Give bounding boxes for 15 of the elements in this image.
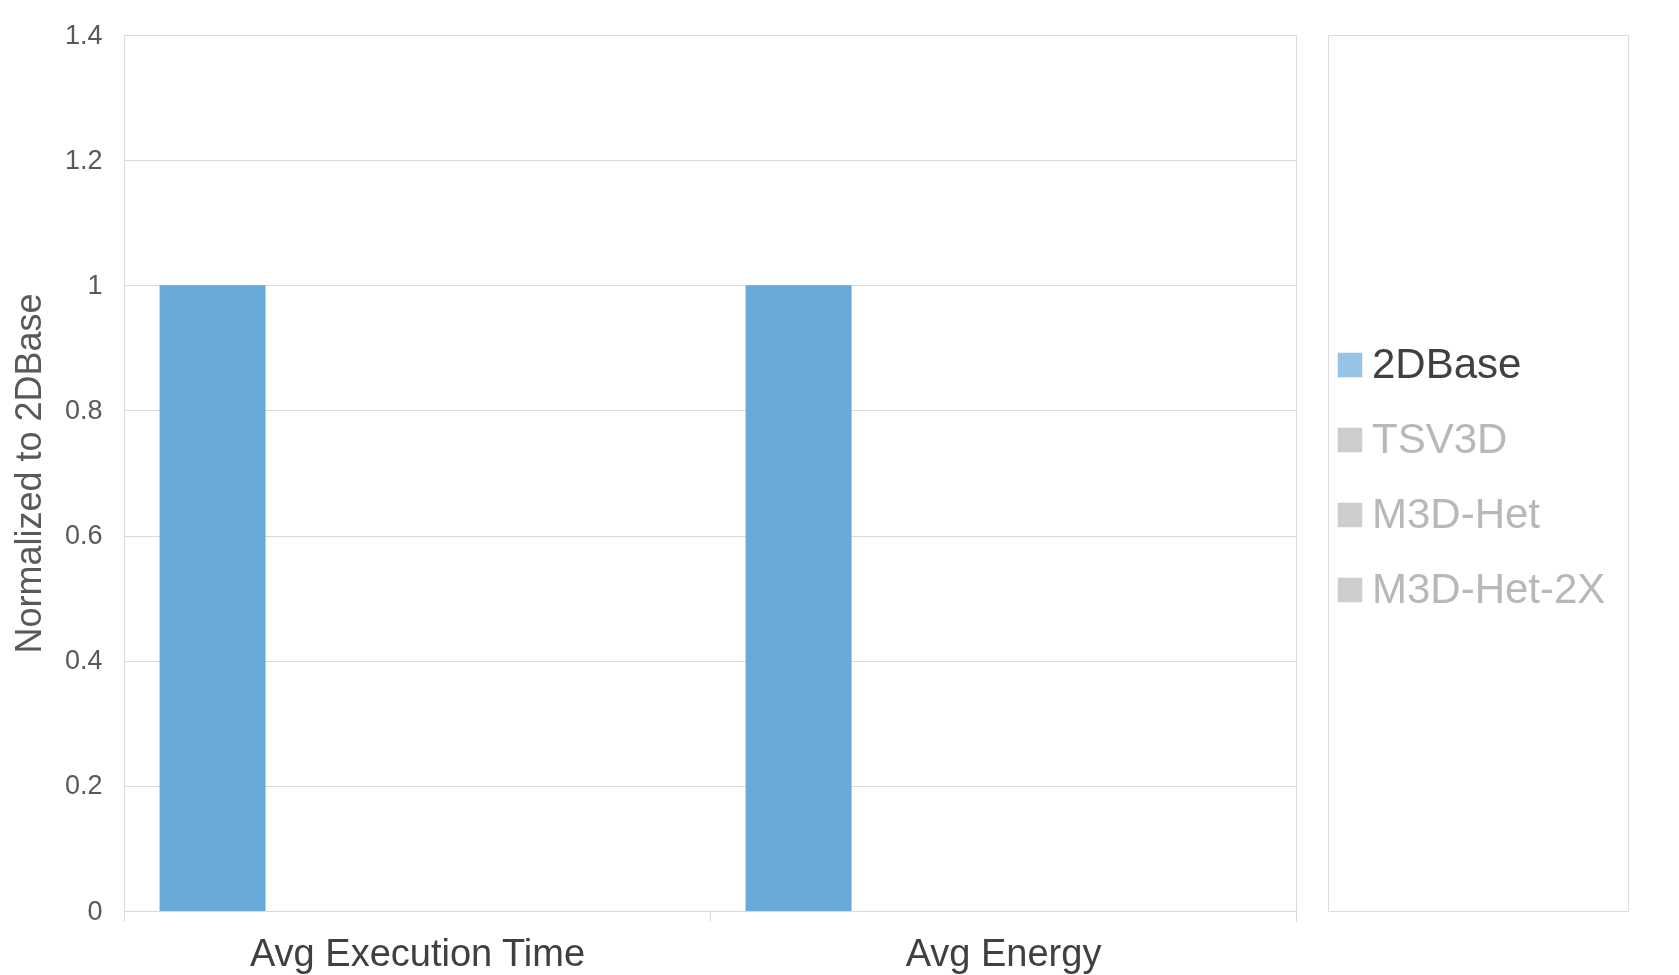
y-tick-label: 1.4 [64, 19, 103, 50]
legend-label: M3D-Het [1372, 490, 1541, 537]
y-tick-label: 1 [87, 269, 103, 300]
y-tick-label: 0.6 [64, 520, 103, 551]
y-tick-label: 0.8 [64, 394, 103, 425]
legend-label: M3D-Het-2X [1372, 565, 1606, 612]
y-tick-label: 0.2 [64, 770, 103, 801]
x-tick-label: Avg Energy [905, 931, 1102, 974]
y-tick-label: 0 [87, 895, 103, 926]
y-tick-label: 0.4 [64, 645, 103, 676]
y-tick-label: 1.2 [64, 144, 103, 175]
y-axis-title: Normalized to 2DBase [7, 293, 49, 654]
legend-label: TSV3D [1372, 415, 1508, 462]
legend-label: 2DBase [1372, 340, 1522, 387]
x-tick-label: Avg Execution Time [249, 931, 586, 974]
